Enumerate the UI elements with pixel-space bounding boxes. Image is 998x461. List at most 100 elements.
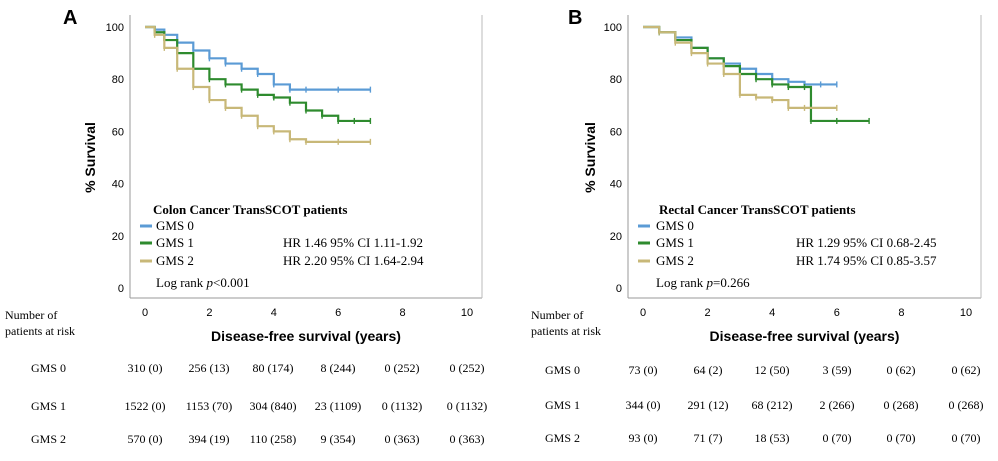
risk-label-line2: patients at risk [531,324,601,338]
series-line-gms-0 [145,25,371,91]
risk-cell: 8 (244) [321,361,356,375]
risk-cell: 1522 (0) [125,399,166,413]
x-tick-label: 6 [834,307,840,319]
risk-cell: 73 (0) [629,363,658,377]
x-tick-label: 6 [335,307,341,319]
y-tick-label: 100 [106,22,124,34]
risk-cell: 2 (266) [820,398,855,412]
pvalue-prefix: Log rank [656,275,707,290]
risk-cell: 9 (354) [321,432,356,446]
risk-cell: 344 (0) [626,398,661,412]
risk-cell: 18 (53) [755,431,790,445]
risk-row-group: GMS 0 [545,363,580,377]
risk-cell: 0 (1132) [382,399,423,413]
risk-cell: 12 (50) [755,363,790,377]
panel-label: B [568,7,582,29]
x-tick-label: 10 [461,307,473,319]
risk-cell: 68 (212) [752,398,793,412]
risk-cell: 0 (70) [823,431,852,445]
x-axis-label: Disease-free survival (years) [710,328,900,344]
risk-cell: 0 (252) [450,361,485,375]
risk-cell: 71 (7) [694,431,723,445]
hazard-ratio-gms-2: HR 2.20 95% CI 1.64-2.94 [283,253,424,268]
hazard-ratio-gms-2: HR 1.74 95% CI 0.85-3.57 [796,253,937,268]
risk-cell: 0 (252) [385,361,420,375]
pvalue-text: Log rank p<0.001 [156,275,250,290]
hazard-ratio-gms-1: HR 1.46 95% CI 1.11-1.92 [283,235,423,250]
pvalue-p: p [206,275,214,290]
legend-label-gms-2: GMS 2 [656,253,694,268]
y-axis-label: % Survival [582,122,598,193]
x-tick-label: 0 [640,307,646,319]
panel-a: A 0 20 40 60 80 100 0 2 4 6 8 10 % Survival Disease-fr… [0,0,500,456]
risk-cell: 93 (0) [629,431,658,445]
risk-cell: 0 (363) [385,432,420,446]
pvalue-value: =0.266 [713,275,750,290]
risk-cell: 304 (840) [250,399,297,413]
legend-label-gms-0: GMS 0 [156,218,194,233]
risk-cell: 0 (62) [952,363,981,377]
risk-cell: 0 (70) [887,431,916,445]
panel-b: B 0 20 40 60 80 100 0 2 4 6 8 10 % Survival Disease-fr… [500,0,998,456]
legend-label-gms-0: GMS 0 [656,218,694,233]
risk-cell: 1153 (70) [186,399,233,413]
legend-label-gms-1: GMS 1 [656,235,694,250]
risk-row-group: GMS 1 [545,398,580,412]
x-tick-label: 4 [271,307,277,319]
risk-label-line2: patients at risk [5,324,75,338]
risk-row-group: GMS 0 [31,361,66,375]
risk-cell: 310 (0) [128,361,163,375]
risk-cell: 570 (0) [128,432,163,446]
risk-cell: 0 (268) [884,398,919,412]
risk-cell: 394 (19) [189,432,230,446]
survival-chart-b: B 0 20 40 60 80 100 0 2 4 6 8 10 % Survival Disease-fr… [531,7,984,445]
risk-cell: 110 (258) [250,432,297,446]
y-tick-label: 40 [112,179,124,191]
x-tick-label: 2 [705,307,711,319]
risk-cell: 64 (2) [694,363,723,377]
y-tick-label: 100 [604,22,622,34]
legend-title: Colon Cancer TransSCOT patients [153,202,347,217]
x-tick-label: 8 [898,307,904,319]
risk-cell: 0 (268) [949,398,984,412]
risk-cell: 0 (1132) [447,399,488,413]
pvalue-p: p [706,275,714,290]
risk-row-group: GMS 2 [545,431,580,445]
y-tick-label: 40 [610,179,622,191]
legend-label-gms-1: GMS 1 [156,235,194,250]
risk-cell: 80 (174) [253,361,294,375]
legend-label-gms-2: GMS 2 [156,253,194,268]
y-tick-label: 80 [112,74,124,86]
risk-cell: 256 (13) [189,361,230,375]
legend-title: Rectal Cancer TransSCOT patients [659,202,856,217]
y-axis-label: % Survival [82,122,98,193]
x-tick-label: 0 [142,307,148,319]
risk-row-group: GMS 2 [31,432,66,446]
risk-label-line1: Number of [531,308,583,322]
hazard-ratio-gms-1: HR 1.29 95% CI 0.68-2.45 [796,235,936,250]
risk-cell: 23 (1109) [315,399,362,413]
pvalue-text: Log rank p=0.266 [656,275,750,290]
y-tick-label: 20 [610,231,622,243]
y-tick-label: 60 [112,126,124,138]
risk-cell: 0 (62) [887,363,916,377]
pvalue-value: <0.001 [213,275,250,290]
y-tick-label: 0 [118,283,124,295]
survival-chart-a: A 0 20 40 60 80 100 0 2 4 6 8 10 % Survival Disease-fr… [5,7,488,446]
risk-cell: 3 (59) [823,363,852,377]
y-tick-label: 20 [112,231,124,243]
risk-cell: 291 (12) [688,398,729,412]
x-tick-label: 10 [960,307,972,319]
x-tick-label: 2 [206,307,212,319]
risk-cell: 0 (70) [952,431,981,445]
pvalue-prefix: Log rank [156,275,207,290]
x-tick-label: 8 [400,307,406,319]
y-tick-label: 0 [616,283,622,295]
risk-label-line1: Number of [5,308,57,322]
y-tick-label: 80 [610,74,622,86]
y-tick-label: 60 [610,126,622,138]
x-axis-label: Disease-free survival (years) [211,328,401,344]
risk-cell: 0 (363) [450,432,485,446]
x-tick-label: 4 [769,307,775,319]
risk-row-group: GMS 1 [31,399,66,413]
